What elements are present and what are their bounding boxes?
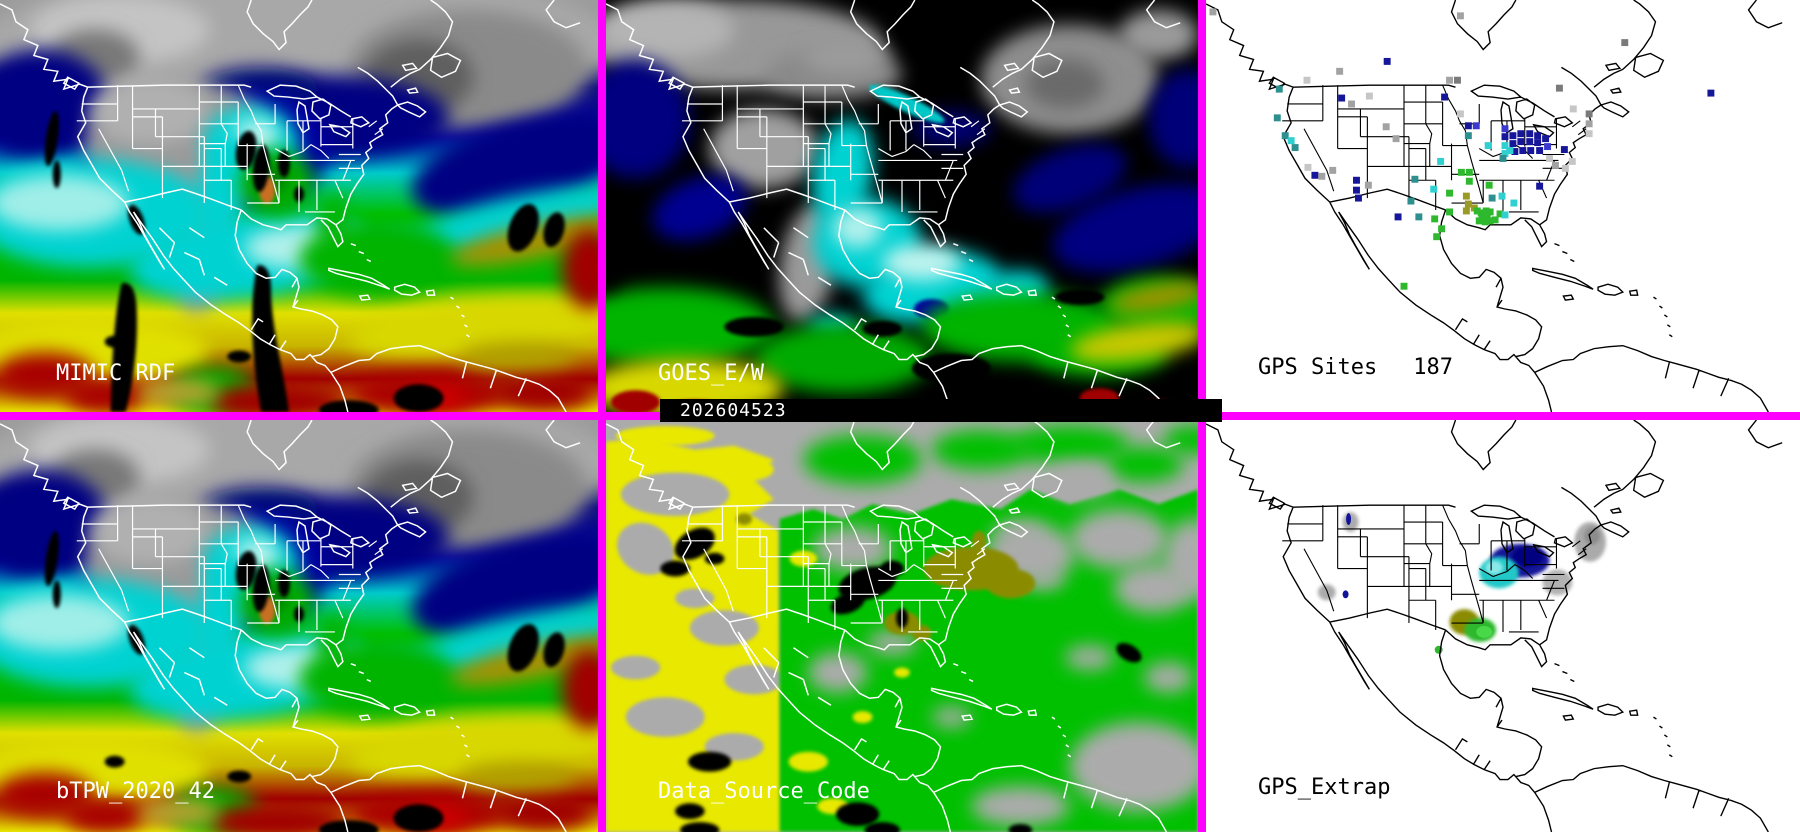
gps-sites-count: 187: [1413, 355, 1453, 380]
panel-gps-sites: GPS Sites 187: [1206, 0, 1800, 412]
panel-gps-extrap: GPS_Extrap: [1206, 420, 1800, 832]
panel-label-gps-extrap: GPS_Extrap: [1258, 775, 1391, 800]
panel-label-mimic-rdf: MIMIC RDF: [56, 361, 176, 386]
panel-mimic-rdf: MIMIC RDF: [0, 0, 598, 412]
panel-btpw: bTPW_2020_42: [0, 420, 598, 832]
gps-sites-label: GPS Sites: [1258, 355, 1378, 380]
panel-label-data-source-code: Data_Source_Code: [658, 779, 870, 804]
panel-data-source-code: Data_Source_Code: [606, 420, 1198, 832]
timestamp-text: 202604523: [680, 400, 787, 421]
panel-goes-ew: GOES_E/W: [606, 0, 1198, 412]
timestamp-bar: 202604523: [660, 399, 1222, 422]
panel-label-gps-sites: GPS Sites 187: [1258, 356, 1453, 380]
panel-label-goes-ew: GOES_E/W: [658, 361, 764, 386]
panel-label-btpw: bTPW_2020_42: [56, 779, 215, 804]
